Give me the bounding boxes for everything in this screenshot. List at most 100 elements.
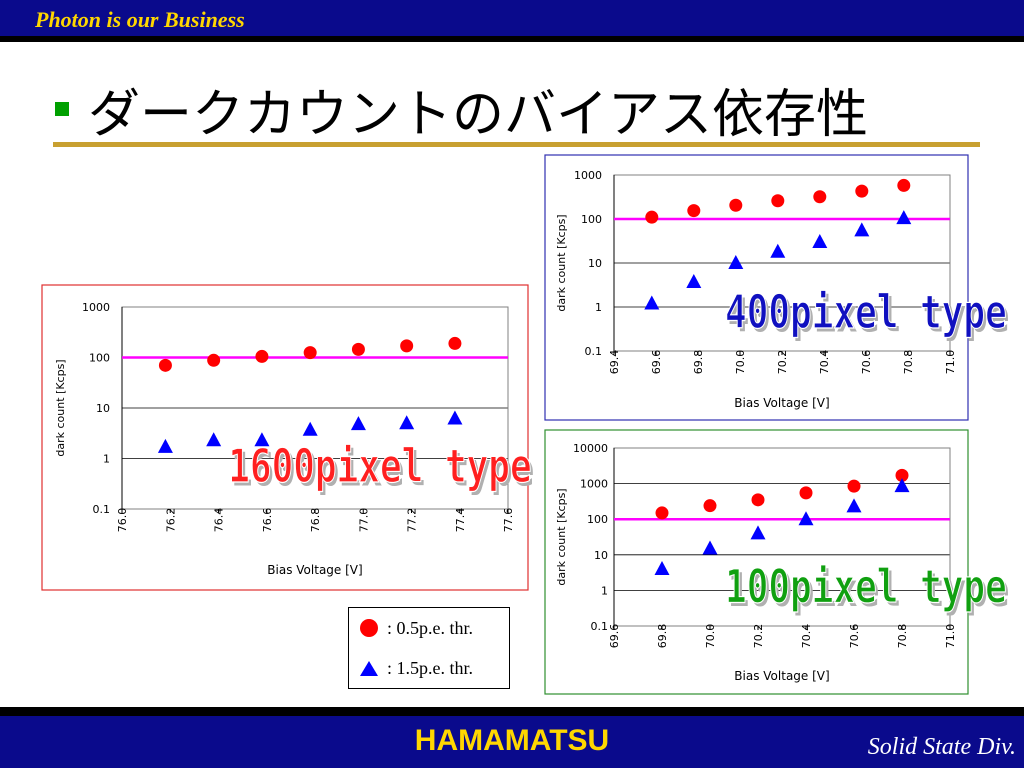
x-tick-label: 76.6 bbox=[261, 508, 274, 533]
x-tick-label: 69.6 bbox=[650, 350, 663, 375]
data-point-circle bbox=[897, 178, 911, 192]
footer-bar-inner bbox=[0, 716, 1024, 768]
y-tick-label: 1 bbox=[601, 584, 608, 597]
x-tick-label: 70.0 bbox=[734, 350, 747, 375]
y-tick-label: 10 bbox=[96, 402, 110, 415]
y-tick-label: 0.1 bbox=[591, 620, 609, 633]
division-label: Solid State Div. bbox=[867, 734, 1016, 760]
legend-circle-label: : 0.5p.e. thr. bbox=[387, 618, 473, 638]
header-bar-inner bbox=[0, 0, 1024, 36]
data-point-triangle bbox=[302, 421, 318, 436]
y-tick-label: 10 bbox=[588, 257, 602, 270]
data-point-circle bbox=[255, 349, 269, 363]
data-point-circle bbox=[703, 499, 717, 513]
data-point-circle bbox=[400, 339, 414, 353]
data-point-triangle bbox=[846, 498, 862, 513]
data-point-circle bbox=[207, 353, 221, 367]
data-point-triangle bbox=[798, 511, 814, 526]
data-point-triangle bbox=[812, 234, 828, 249]
x-tick-label: 77.4 bbox=[454, 508, 467, 533]
x-axis-label: Bias Voltage [V] bbox=[734, 669, 829, 683]
title-underline bbox=[53, 142, 980, 147]
legend-triangle-label: : 1.5p.e. thr. bbox=[387, 658, 473, 678]
data-point-triangle bbox=[750, 525, 766, 540]
legend-circle-icon bbox=[360, 619, 378, 637]
chart-type-label-shadow: 100pixel type bbox=[728, 563, 1010, 616]
slide-title: ダークカウントのバイアス依存性 bbox=[88, 85, 869, 145]
y-tick-label: 0.1 bbox=[93, 503, 111, 516]
data-point-circle bbox=[303, 346, 317, 360]
y-tick-label: 1000 bbox=[82, 301, 110, 314]
chart-1: 0.1 1 10 100 1000 76.0 76.2 76.4 76.6 76.8 77.0 77.… bbox=[41, 284, 534, 591]
x-tick-label: 70.6 bbox=[848, 624, 861, 649]
y-tick-label: 100 bbox=[89, 352, 110, 365]
x-tick-label: 70.0 bbox=[704, 624, 717, 649]
title-bullet-icon bbox=[55, 102, 69, 116]
y-axis-label: dark count [Kcps] bbox=[555, 488, 568, 585]
y-tick-label: 0.1 bbox=[585, 345, 603, 358]
x-tick-label: 70.8 bbox=[896, 624, 909, 649]
data-point-triangle bbox=[399, 415, 415, 430]
data-point-triangle bbox=[770, 243, 786, 258]
chart-frame bbox=[41, 284, 529, 591]
x-tick-label: 71.0 bbox=[944, 350, 957, 375]
data-point-circle bbox=[847, 479, 861, 493]
y-tick-label: 1 bbox=[595, 301, 602, 314]
x-tick-label: 70.4 bbox=[818, 350, 831, 375]
chart-type-label: 1600pixel type bbox=[228, 440, 531, 493]
data-point-circle bbox=[655, 506, 669, 520]
x-tick-label: 76.4 bbox=[213, 508, 226, 533]
data-point-triangle bbox=[702, 540, 718, 555]
data-point-circle bbox=[687, 204, 701, 218]
legend-triangle-icon bbox=[360, 661, 378, 676]
legend-markers bbox=[360, 619, 378, 676]
y-tick-label: 10 bbox=[594, 549, 608, 562]
x-tick-label: 77.6 bbox=[502, 508, 515, 533]
chart-type-label: 100pixel type bbox=[725, 560, 1007, 613]
legend: : 0.5p.e. thr. : 1.5p.e. thr. bbox=[348, 607, 510, 689]
data-point-triangle bbox=[654, 560, 670, 575]
x-tick-label: 77.0 bbox=[357, 508, 370, 533]
data-point-triangle bbox=[206, 432, 222, 447]
data-point-triangle bbox=[854, 222, 870, 237]
data-point-circle bbox=[351, 342, 365, 356]
x-tick-label: 69.6 bbox=[608, 624, 621, 649]
data-point-circle bbox=[771, 194, 785, 208]
chart-type-label-shadow: 1600pixel type bbox=[231, 443, 534, 496]
x-tick-label: 70.8 bbox=[902, 350, 915, 375]
data-point-circle bbox=[799, 486, 813, 500]
x-tick-label: 69.8 bbox=[692, 350, 705, 375]
x-tick-label: 70.2 bbox=[752, 624, 765, 649]
y-axis-label: dark count [Kcps] bbox=[54, 359, 67, 456]
data-point-circle bbox=[895, 468, 909, 482]
x-axis-label: Bias Voltage [V] bbox=[734, 396, 829, 410]
x-tick-label: 76.0 bbox=[116, 508, 129, 533]
y-tick-label: 1000 bbox=[574, 169, 602, 182]
data-point-circle bbox=[729, 198, 743, 212]
data-point-triangle bbox=[350, 416, 366, 431]
brand-logo: HAMAMATSU bbox=[414, 724, 610, 757]
data-point-triangle bbox=[254, 432, 270, 447]
data-point-circle bbox=[855, 184, 869, 198]
y-tick-label: 1 bbox=[103, 453, 110, 466]
chart-type-label-shadow: 400pixel type bbox=[728, 289, 1010, 342]
data-point-circle bbox=[448, 336, 462, 350]
y-tick-label: 10000 bbox=[573, 442, 608, 455]
data-point-triangle bbox=[157, 438, 173, 453]
x-tick-label: 70.4 bbox=[800, 624, 813, 649]
data-point-triangle bbox=[894, 478, 910, 493]
y-tick-label: 1000 bbox=[580, 478, 608, 491]
x-tick-label: 69.8 bbox=[656, 624, 669, 649]
y-axis-label: dark count [Kcps] bbox=[555, 214, 568, 311]
chart-2: 0.1 1 10 100 1000 69.4 69.6 69.8 70.0 70.2 70.4 70.… bbox=[544, 154, 1010, 421]
y-tick-label: 100 bbox=[581, 213, 602, 226]
x-tick-label: 77.2 bbox=[406, 508, 419, 533]
chart-frame bbox=[544, 154, 969, 421]
x-tick-label: 70.2 bbox=[776, 350, 789, 375]
x-axis-label: Bias Voltage [V] bbox=[267, 563, 362, 577]
y-tick-label: 100 bbox=[587, 513, 608, 526]
x-tick-label: 76.2 bbox=[164, 508, 177, 533]
x-tick-label: 71.0 bbox=[944, 624, 957, 649]
data-point-triangle bbox=[447, 410, 463, 425]
